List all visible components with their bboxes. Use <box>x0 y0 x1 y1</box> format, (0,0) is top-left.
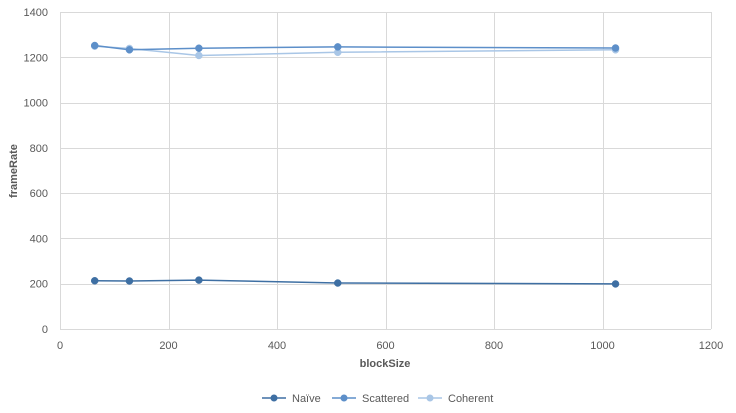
data-point <box>611 44 620 52</box>
data-point <box>195 51 203 60</box>
x-tick-label: 0 <box>57 340 63 352</box>
x-tick-label: 600 <box>376 340 394 352</box>
x-axis-title: blockSize <box>360 358 411 370</box>
data-point <box>90 277 99 285</box>
x-tick-label: 400 <box>268 340 286 352</box>
series-na-ve <box>90 276 620 288</box>
series-scattered <box>90 41 620 54</box>
series-line <box>94 279 616 285</box>
data-point <box>125 277 134 285</box>
series-coherent <box>90 42 620 60</box>
x-tick-label: 800 <box>485 340 503 352</box>
legend-label: Coherent <box>448 393 493 405</box>
data-point <box>125 46 134 54</box>
x-tick-label: 200 <box>159 340 177 352</box>
data-point <box>334 43 342 51</box>
axes: 0 200 400 600 800 1000 1200 0 200 400 600 800 1000 12… <box>24 7 724 352</box>
y-tick-label: 0 <box>42 324 48 336</box>
series-line <box>94 44 616 51</box>
legend-marker-swatch <box>270 394 278 402</box>
y-tick-label: 200 <box>30 279 48 291</box>
legend-item: Scattered <box>332 393 409 405</box>
legend-label: Naïve <box>292 393 321 405</box>
data-point <box>195 44 203 52</box>
y-tick-label: 800 <box>30 143 48 155</box>
data-point <box>195 276 203 284</box>
data-point <box>334 279 342 287</box>
data-point <box>90 41 99 50</box>
y-axis-title: frameRate <box>8 144 20 198</box>
y-tick-label: 1400 <box>24 7 48 19</box>
data-point <box>611 280 620 288</box>
x-tick-label: 1000 <box>590 340 614 352</box>
legend-marker-swatch <box>426 394 434 402</box>
y-tick-label: 1000 <box>24 98 48 110</box>
legend-item: Coherent <box>418 393 493 405</box>
y-tick-label: 400 <box>30 233 48 245</box>
y-tick-label: 600 <box>30 188 48 200</box>
legend-item: Naïve <box>262 393 321 405</box>
gridlines <box>60 12 712 330</box>
legend: Naïve Scattered Coherent <box>262 393 493 405</box>
series-group <box>90 41 620 288</box>
legend-label: Scattered <box>362 393 409 405</box>
x-tick-label: 1200 <box>699 340 723 352</box>
y-tick-label: 1200 <box>24 52 48 64</box>
legend-marker-swatch <box>340 394 348 402</box>
